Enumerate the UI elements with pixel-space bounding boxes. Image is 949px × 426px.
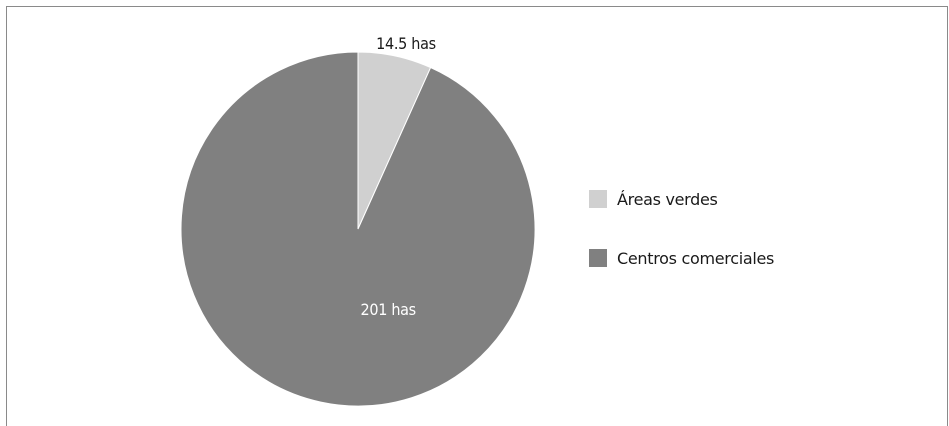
legend-label-centros-comerciales: Centros comerciales <box>617 249 774 268</box>
chart-frame <box>6 6 948 426</box>
pie-labels: 14.5 has 201 has <box>361 34 437 319</box>
legend-swatch-centros-comerciales <box>589 249 607 267</box>
pie-slice-centros-comerciales <box>180 51 536 407</box>
legend-label-areas-verdes: Áreas verdes <box>617 190 718 209</box>
data-label-centros-comerciales: 201 has <box>361 300 416 319</box>
pie-slices <box>180 51 536 407</box>
data-label-areas-verdes: 14.5 has <box>376 34 436 53</box>
legend-swatch-areas-verdes <box>589 190 607 208</box>
legend: Áreas verdes Centros comerciales <box>589 190 774 268</box>
